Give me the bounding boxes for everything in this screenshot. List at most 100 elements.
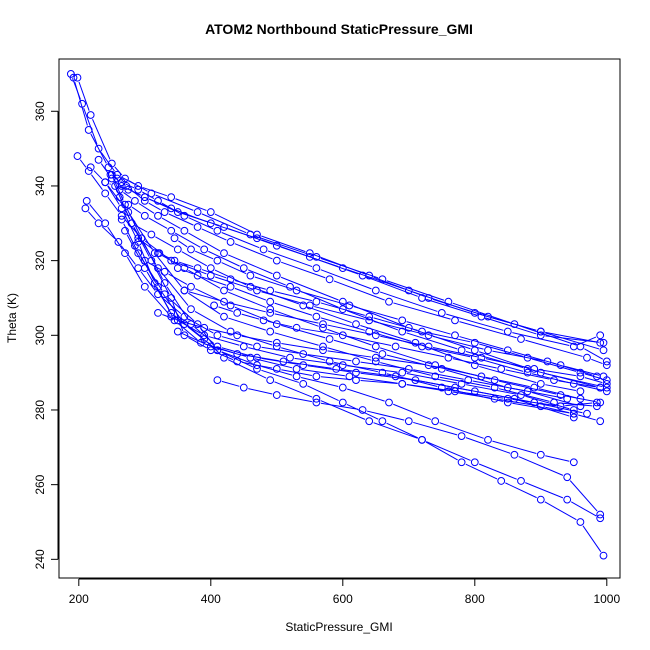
data-point	[220, 353, 228, 362]
data-point	[424, 342, 433, 351]
data-point	[517, 335, 525, 343]
series-segment	[346, 269, 405, 290]
data-point	[305, 252, 314, 261]
series-segment	[274, 313, 319, 324]
series-segment	[301, 328, 339, 336]
series-segment	[248, 347, 286, 358]
y-axis: 240 260 280 300 320 340 360	[33, 101, 59, 569]
series-segment	[228, 291, 267, 308]
data-point	[325, 275, 334, 284]
x-tick-label: 1000	[593, 592, 620, 606]
data-point	[312, 312, 321, 321]
data-point	[365, 327, 374, 336]
data-point	[464, 376, 473, 385]
series-segment	[294, 357, 339, 366]
series-segment	[215, 276, 253, 290]
data-point	[213, 376, 222, 385]
series-segment	[380, 362, 431, 376]
series-segment	[93, 170, 103, 180]
series-segment	[218, 306, 233, 312]
series-segment	[261, 357, 299, 365]
data-point	[94, 219, 103, 228]
series-segment	[333, 339, 379, 354]
data-point	[121, 226, 129, 235]
series-segment	[406, 383, 451, 392]
data-point	[206, 219, 215, 228]
data-point	[170, 256, 179, 265]
series-segment	[544, 501, 577, 521]
series-21	[86, 163, 601, 411]
series-segment	[584, 373, 603, 380]
series-segment	[360, 372, 411, 381]
data-point	[140, 264, 149, 272]
series-segment	[129, 188, 142, 199]
series-segment	[564, 365, 600, 376]
data-point	[477, 372, 486, 381]
data-point	[602, 361, 611, 370]
series-segment	[221, 347, 253, 357]
series-segment	[525, 339, 583, 357]
data-point	[272, 256, 281, 265]
data-point	[155, 249, 164, 258]
series-segment	[531, 369, 596, 387]
data-point	[266, 327, 275, 336]
series-segment	[195, 250, 214, 260]
series-segment	[214, 213, 254, 233]
data-point	[253, 365, 261, 373]
data-point	[457, 432, 466, 441]
series-segment	[228, 302, 266, 313]
data-point	[266, 305, 275, 314]
series-18	[121, 226, 605, 523]
data-point	[206, 342, 215, 351]
x-tick-label: 600	[333, 592, 353, 606]
series-segment	[545, 335, 599, 343]
x-tick-label: 400	[201, 592, 221, 606]
data-point	[569, 458, 578, 467]
series-segment	[194, 310, 227, 330]
data-point	[154, 308, 162, 317]
series-segment	[373, 317, 418, 331]
series-segment	[525, 395, 570, 410]
data-point	[523, 368, 532, 377]
x-tick-label: 200	[69, 592, 89, 606]
data-point	[510, 450, 519, 459]
data-point	[200, 335, 209, 343]
series-segment	[181, 333, 207, 346]
series-segment	[446, 388, 504, 402]
series-segment	[241, 313, 260, 320]
data-point	[272, 338, 281, 347]
data-point	[180, 286, 189, 295]
data-point	[299, 361, 308, 370]
series-segment	[346, 404, 379, 420]
series-20	[94, 155, 605, 426]
data-point	[312, 372, 321, 381]
data-point	[200, 331, 209, 340]
data-point	[213, 226, 222, 235]
data-point	[193, 264, 202, 272]
data-point	[325, 357, 334, 366]
series-27	[213, 376, 605, 519]
data-point	[352, 368, 360, 377]
data-point	[173, 316, 182, 325]
data-point	[451, 331, 459, 340]
data-point	[378, 417, 387, 426]
x-axis-label: StaticPressure_GMI	[285, 620, 392, 634]
series-segment	[267, 320, 293, 328]
data-point	[200, 245, 209, 254]
data-point	[131, 241, 139, 250]
series-segment	[241, 335, 273, 343]
data-point	[424, 331, 433, 340]
series-segment	[393, 302, 451, 320]
y-tick-label: 340	[33, 176, 47, 196]
series-segment	[492, 350, 543, 362]
data-point	[131, 196, 139, 205]
data-point	[418, 294, 426, 302]
series-segment	[465, 463, 498, 480]
series-segment	[333, 280, 385, 301]
data-point	[253, 361, 261, 370]
series-segment	[380, 347, 431, 365]
data-point	[371, 286, 380, 295]
data-point	[206, 208, 215, 216]
series-segment	[478, 351, 537, 372]
series-segment	[545, 384, 576, 391]
